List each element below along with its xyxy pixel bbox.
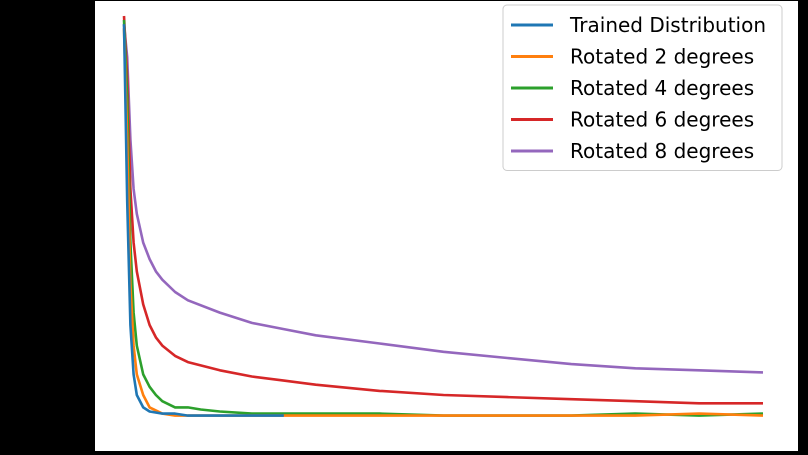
legend: Trained Distribution Rotated 2 degrees Rot… (502, 4, 783, 171)
legend-box (502, 4, 783, 171)
legend-label-2: Rotated 4 degrees (570, 76, 754, 100)
legend-label-4: Rotated 8 degrees (570, 139, 754, 163)
plot-frame (93, 0, 800, 453)
series-line-3 (122, 15, 763, 405)
series-lines (122, 15, 764, 417)
series-line-0 (122, 24, 284, 417)
legend-label-1: Rotated 2 degrees (570, 45, 754, 69)
series-line-4 (122, 24, 764, 374)
legend-label-3: Rotated 6 degrees (570, 108, 754, 132)
legend-label-0: Trained Distribution (569, 13, 766, 37)
